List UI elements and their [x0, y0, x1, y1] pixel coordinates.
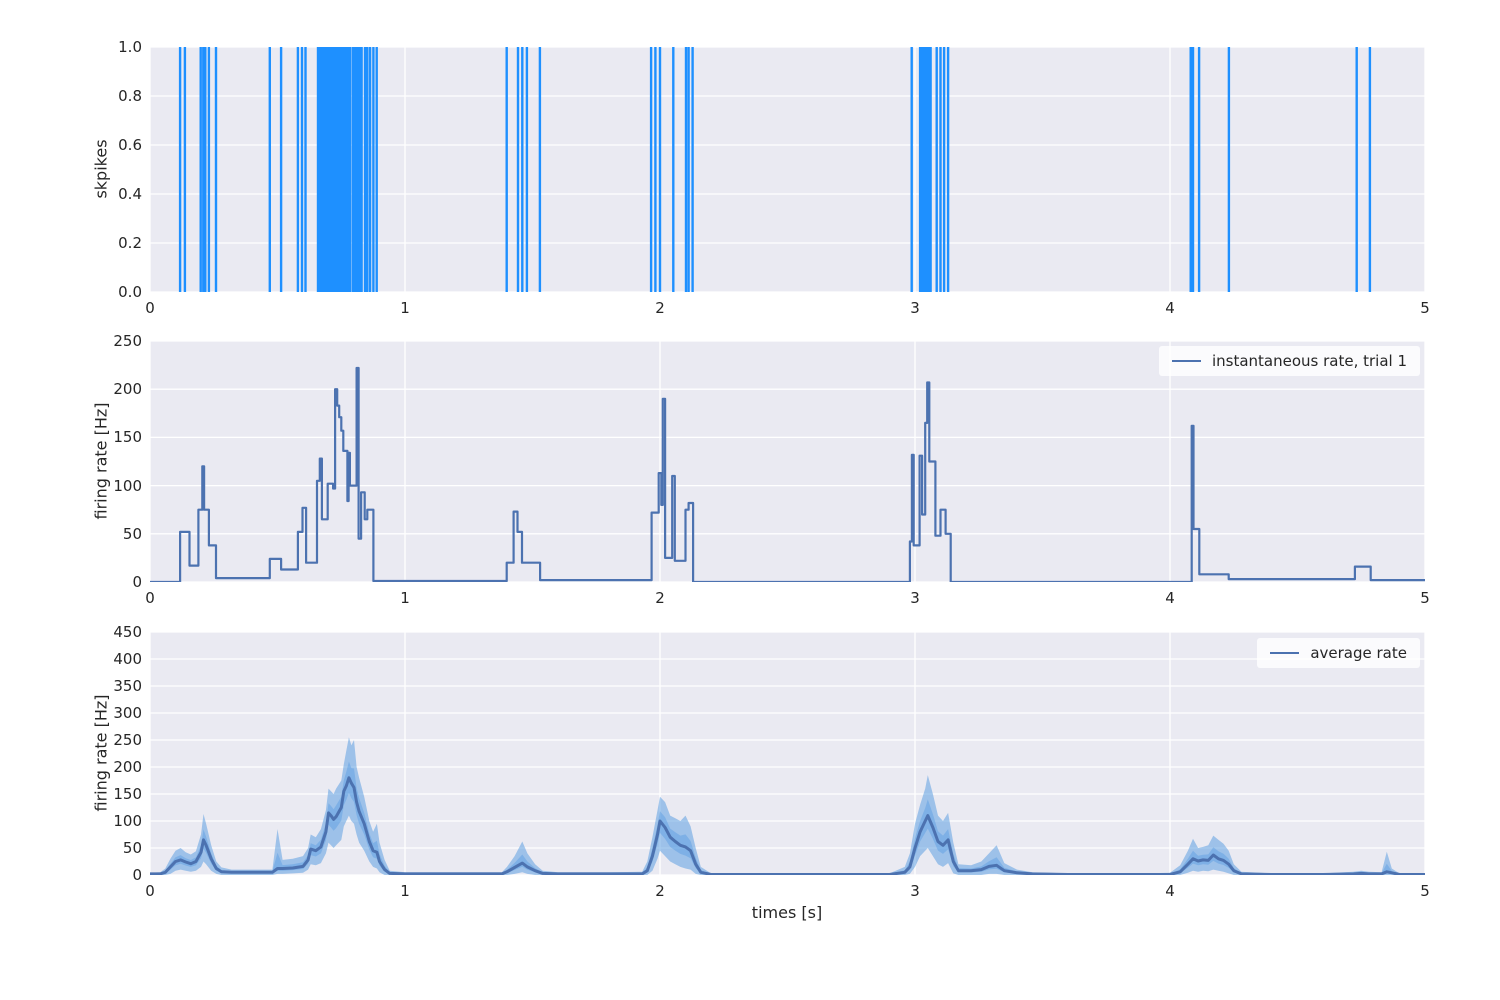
y-tick-label: 0.6 [118, 136, 142, 154]
y-tick-label: 250 [113, 731, 142, 749]
x-tick-label: 4 [1165, 882, 1175, 900]
y-axis-label-instantaneous-rate: firing rate [Hz] [91, 402, 111, 520]
y-tick-label: 150 [113, 785, 142, 803]
x-tick-label: 4 [1165, 589, 1175, 607]
y-tick-label: 300 [113, 704, 142, 722]
x-tick-label: 2 [655, 589, 665, 607]
rate-std-band-inner [150, 761, 1425, 875]
y-tick-label: 0.8 [118, 87, 142, 105]
x-tick-label: 0 [145, 882, 155, 900]
y-tick-label: 0.4 [118, 185, 142, 203]
y-tick-label: 150 [113, 428, 142, 447]
x-tick-label: 0 [145, 589, 155, 607]
spike-raster-plot [150, 47, 1425, 292]
y-tick-label: 100 [113, 812, 142, 830]
spike-events [178, 47, 1372, 292]
average-rate-plot [150, 632, 1425, 875]
legend-label-average-rate: average rate [1310, 644, 1407, 662]
y-tick-label: 200 [113, 758, 142, 776]
instantaneous-rate-plot [150, 341, 1425, 582]
y-tick-label: 0.0 [118, 283, 142, 301]
y-tick-label: 450 [113, 623, 142, 641]
x-axis-label: times [s] [751, 903, 823, 922]
y-tick-label: 50 [122, 839, 142, 857]
legend-label-instantaneous-rate: instantaneous rate, trial 1 [1211, 352, 1407, 370]
average-rate-line [150, 776, 1425, 875]
x-tick-label: 3 [910, 882, 920, 900]
instantaneous-rate-line [150, 366, 1425, 582]
x-tick-label: 5 [1420, 882, 1430, 900]
x-tick-label: 5 [1420, 299, 1430, 317]
x-tick-label: 3 [910, 589, 920, 607]
x-tick-label: 2 [655, 299, 665, 317]
x-tick-label: 5 [1420, 589, 1430, 607]
rate-std-band [150, 737, 1425, 875]
legend-line-sample-icon [1171, 360, 1201, 362]
x-tick-label: 4 [1165, 299, 1175, 317]
legend-line-sample-icon [1270, 652, 1300, 654]
y-tick-label: 250 [113, 332, 142, 350]
y-tick-label: 0 [132, 866, 142, 884]
x-tick-label: 1 [400, 882, 410, 900]
y-tick-label: 400 [113, 650, 142, 668]
x-tick-label: 1 [400, 589, 410, 607]
legend-average-rate: average rate [1257, 638, 1420, 668]
y-tick-label: 200 [113, 380, 142, 399]
y-tick-label: 0.2 [118, 234, 142, 252]
y-tick-label: 100 [113, 476, 142, 495]
legend-instantaneous-rate: instantaneous rate, trial 1 [1158, 346, 1420, 376]
x-tick-label: 3 [910, 299, 920, 317]
x-tick-label: 0 [145, 299, 155, 317]
y-tick-label: 1.0 [118, 38, 142, 56]
x-tick-label: 1 [400, 299, 410, 317]
y-tick-label: 0 [132, 573, 142, 591]
x-tick-label: 2 [655, 882, 665, 900]
y-tick-label: 50 [122, 524, 142, 543]
y-tick-label: 350 [113, 677, 142, 695]
